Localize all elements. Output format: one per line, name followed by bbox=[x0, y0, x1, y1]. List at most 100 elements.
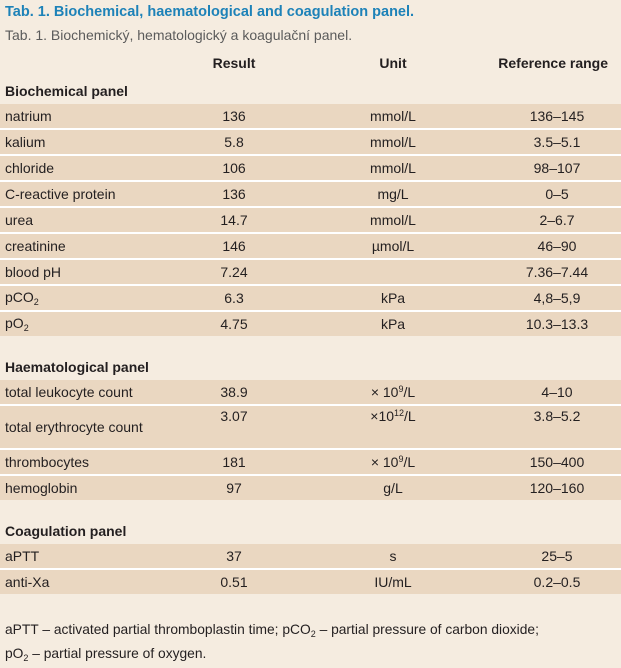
table-row: creatinine 146 µmol/L 46–90 bbox=[0, 232, 621, 259]
row-result: 4.75 bbox=[175, 310, 293, 336]
row-name: creatinine bbox=[0, 232, 175, 259]
table-row: anti-Xa 0.51 IU/mL 0.2–0.5 bbox=[0, 568, 621, 594]
row-reference: 120–160 bbox=[493, 474, 621, 500]
table-row: urea 14.7 mmol/L 2–6.7 bbox=[0, 206, 621, 233]
table-row: kalium 5.8 mmol/L 3.5–5.1 bbox=[0, 128, 621, 155]
table-row: chloride 106 mmol/L 98–107 bbox=[0, 154, 621, 181]
row-name: kalium bbox=[0, 128, 175, 155]
table-footnote: aPTT – activated partial thromboplastin … bbox=[5, 620, 617, 668]
table-row: pO2 4.75 kPa 10.3–13.3 bbox=[0, 310, 621, 336]
unit-base: ×10 bbox=[370, 408, 395, 424]
table-row: total leukocyte count 38.9 × 109/L 4–10 bbox=[0, 380, 621, 405]
row-name: anti-Xa bbox=[0, 568, 175, 594]
row-reference: 136–145 bbox=[493, 104, 621, 129]
row-result: 3.07 bbox=[175, 404, 293, 449]
row-unit: µmol/L bbox=[293, 232, 493, 259]
row-result: 136 bbox=[175, 180, 293, 207]
table-row: C-reactive protein 136 mg/L 0–5 bbox=[0, 180, 621, 207]
unit-suffix: /L bbox=[403, 454, 416, 470]
row-unit: mg/L bbox=[293, 180, 493, 207]
row-name: blood pH bbox=[0, 258, 175, 285]
lab-results-table: Result Unit Reference range Biochemical … bbox=[0, 48, 621, 594]
table-title: Tab. 1. Biochemical, haematological and … bbox=[5, 4, 415, 20]
table-subtitle: Tab. 1. Biochemický, hematologický a koa… bbox=[5, 27, 353, 43]
section-title: Haematological panel bbox=[5, 359, 149, 375]
row-name-main: pO bbox=[5, 315, 24, 331]
row-result: 136 bbox=[175, 104, 293, 129]
row-result: 14.7 bbox=[175, 206, 293, 233]
row-reference: 7.36–7.44 bbox=[493, 258, 621, 285]
section-title: Coagulation panel bbox=[5, 523, 127, 539]
row-unit: × 109/L bbox=[293, 448, 493, 475]
table-row: hemoglobin 97 g/L 120–160 bbox=[0, 474, 621, 500]
row-name: natrium bbox=[0, 104, 175, 129]
row-name-subscript: 2 bbox=[23, 323, 29, 333]
row-unit: kPa bbox=[293, 310, 493, 336]
header-reference: Reference range bbox=[498, 55, 608, 71]
row-name: aPTT bbox=[0, 544, 175, 569]
section-coagulation: Coagulation panel bbox=[0, 518, 621, 544]
row-unit: mmol/L bbox=[293, 206, 493, 233]
header-blank bbox=[0, 48, 175, 78]
row-result: 181 bbox=[175, 448, 293, 475]
row-unit: kPa bbox=[293, 284, 493, 311]
row-unit: ×1012/L bbox=[293, 404, 493, 449]
row-name: chloride bbox=[0, 154, 175, 181]
footnote-text: – partial pressure of oxygen. bbox=[28, 646, 207, 661]
row-reference: 4,8–5,9 bbox=[493, 284, 621, 311]
footnote-subscript: 2 bbox=[23, 653, 29, 663]
section-biochemical: Biochemical panel bbox=[0, 78, 621, 104]
unit-exponent: 9 bbox=[398, 384, 404, 394]
row-unit: IU/mL bbox=[293, 568, 493, 594]
row-result: 146 bbox=[175, 232, 293, 259]
row-name: pO2 bbox=[0, 310, 175, 336]
row-unit bbox=[293, 258, 493, 285]
row-unit: × 109/L bbox=[293, 380, 493, 405]
row-reference: 0.2–0.5 bbox=[493, 568, 621, 594]
table-row: pCO2 6.3 kPa 4,8–5,9 bbox=[0, 284, 621, 311]
row-unit: mmol/L bbox=[293, 154, 493, 181]
row-result: 97 bbox=[175, 474, 293, 500]
row-reference: 150–400 bbox=[493, 448, 621, 475]
footnote-subscript: 2 bbox=[310, 629, 316, 639]
row-result: 37 bbox=[175, 544, 293, 569]
row-name: total erythrocyte count bbox=[0, 404, 175, 449]
row-unit: g/L bbox=[293, 474, 493, 500]
unit-exponent: 12 bbox=[394, 408, 405, 418]
unit-suffix: /L bbox=[403, 384, 416, 400]
row-reference: 10.3–13.3 bbox=[493, 310, 621, 336]
row-unit: s bbox=[293, 544, 493, 569]
unit-suffix: /L bbox=[404, 408, 416, 424]
row-reference: 25–5 bbox=[493, 544, 621, 569]
row-name-subscript: 2 bbox=[33, 297, 39, 307]
table-row: total erythrocyte count 3.07 ×1012/L 3.8… bbox=[0, 404, 621, 449]
row-name: C-reactive protein bbox=[0, 180, 175, 207]
section-title: Biochemical panel bbox=[5, 83, 128, 99]
row-reference: 46–90 bbox=[493, 232, 621, 259]
table-row: natrium 136 mmol/L 136–145 bbox=[0, 104, 621, 129]
row-reference: 0–5 bbox=[493, 180, 621, 207]
header-result: Result bbox=[212, 55, 256, 71]
row-name: pCO2 bbox=[0, 284, 175, 311]
row-reference: 2–6.7 bbox=[493, 206, 621, 233]
unit-base: × 10 bbox=[370, 384, 399, 400]
spacer-row bbox=[0, 500, 621, 518]
row-result: 5.8 bbox=[175, 128, 293, 155]
footnote-text: aPTT – activated partial thromboplastin … bbox=[5, 622, 311, 637]
table-row: thrombocytes 181 × 109/L 150–400 bbox=[0, 448, 621, 475]
row-name: thrombocytes bbox=[0, 448, 175, 475]
row-name-main: pCO bbox=[5, 289, 34, 305]
row-result: 7.24 bbox=[175, 258, 293, 285]
unit-exponent: 9 bbox=[398, 454, 404, 464]
row-reference: 3.8–5.2 bbox=[493, 404, 621, 449]
row-unit: mmol/L bbox=[293, 128, 493, 155]
row-result: 0.51 bbox=[175, 568, 293, 594]
table-row: aPTT 37 s 25–5 bbox=[0, 544, 621, 569]
row-name: hemoglobin bbox=[0, 474, 175, 500]
spacer-row bbox=[0, 336, 621, 354]
footnote-text: pO bbox=[5, 646, 24, 661]
row-unit: mmol/L bbox=[293, 104, 493, 129]
row-name: total leukocyte count bbox=[0, 380, 175, 405]
row-reference: 3.5–5.1 bbox=[493, 128, 621, 155]
